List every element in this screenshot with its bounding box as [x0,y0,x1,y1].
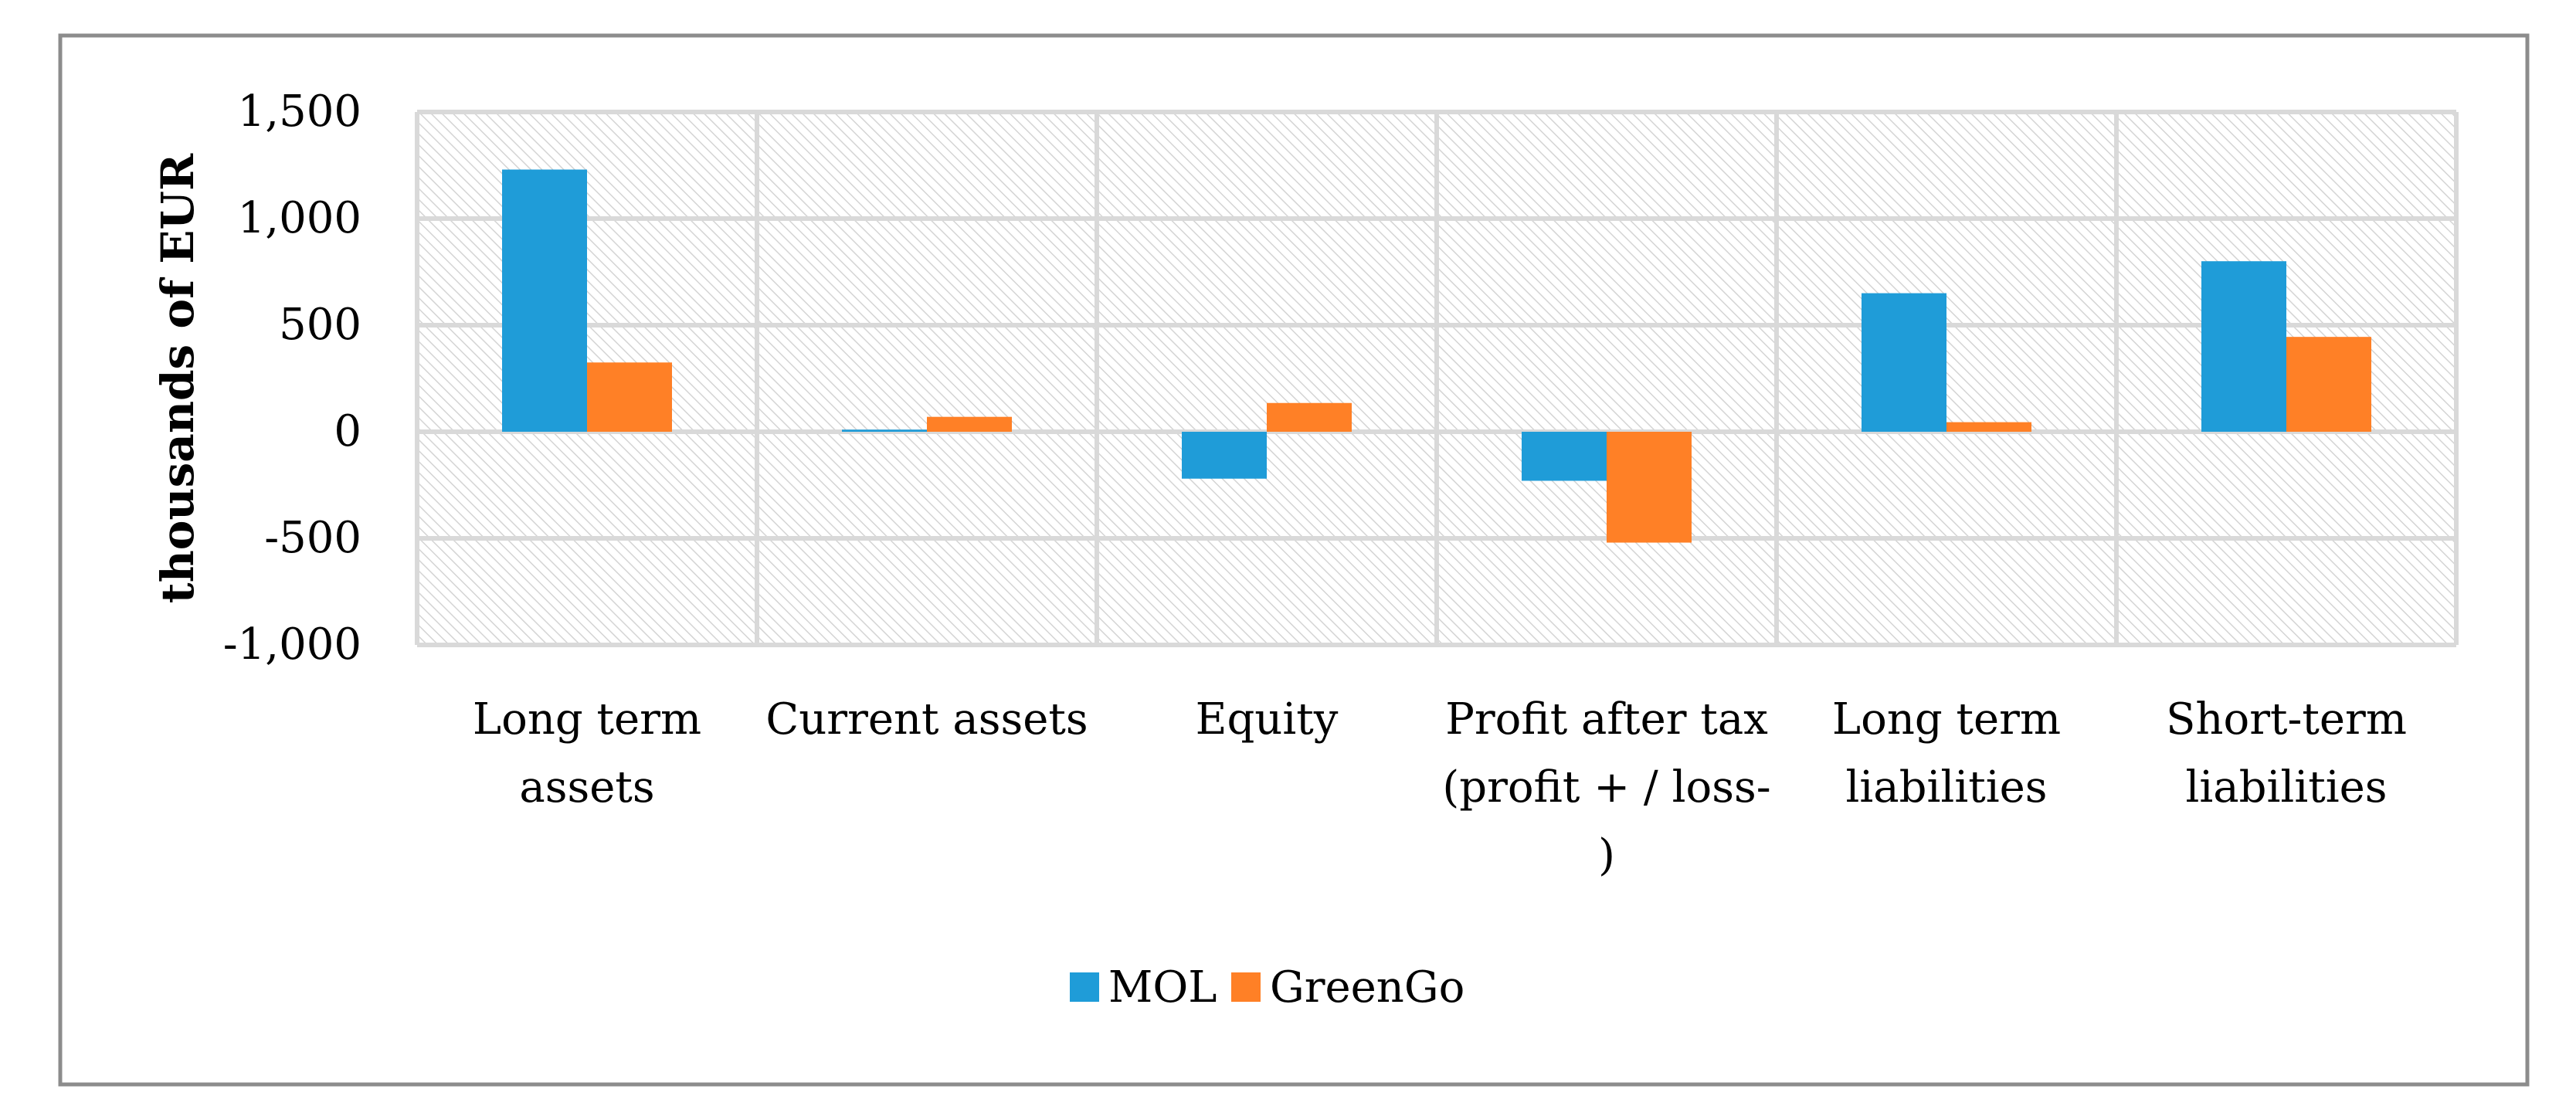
y-tick-label: 1,000 [238,193,361,243]
legend: MOL GreenGo [1070,962,1464,1013]
bar-mol-3 [1522,432,1607,481]
bar-greengo-3 [1607,432,1692,543]
legend-swatch-greengo [1231,972,1261,1002]
x-tick-label: Profit after tax [1445,694,1768,745]
legend-label-mol: MOL [1108,962,1217,1013]
x-tick-label: liabilities [2185,762,2387,813]
x-axis-ticks: Long term assets Current assets Equity Profi… [473,694,2407,881]
bar-greengo-0 [587,362,672,432]
y-axis-ticks: 1,500 1,000 500 0 -500 -1,000 [223,87,361,670]
bar-mol-2 [1182,432,1267,479]
legend-swatch-mol [1070,972,1099,1002]
bar-greengo-5 [2286,337,2371,432]
bar-mol-0 [502,169,587,432]
bar-mol-1 [842,429,927,432]
x-tick-label: Long term [1832,694,2061,745]
x-tick-label: Short-term [2166,694,2407,745]
y-tick-label: 500 [279,300,361,350]
y-tick-label: 1,500 [238,87,361,137]
x-tick-label: Equity [1196,694,1339,745]
x-tick-label: (profit + / loss- [1442,762,1770,813]
bars [502,169,2371,543]
bar-greengo-2 [1267,402,1352,432]
bar-greengo-1 [927,416,1012,432]
bar-greengo-4 [1946,422,2031,432]
gridlines [415,110,2459,647]
legend-label-greengo: GreenGo [1270,962,1464,1013]
bar-mol-4 [1862,293,1946,432]
x-tick-label: assets [519,762,654,813]
x-tick-label: Current assets [765,694,1088,745]
bar-mol-5 [2201,261,2286,432]
y-tick-label: -1,000 [223,619,361,670]
y-tick-label: 0 [334,406,361,456]
x-tick-label: ) [1598,830,1615,881]
x-tick-label: Long term [473,694,701,745]
y-tick-label: -500 [264,513,361,563]
y-axis-label: thousands of EUR [151,153,204,603]
x-tick-label: liabilities [1845,762,2047,813]
